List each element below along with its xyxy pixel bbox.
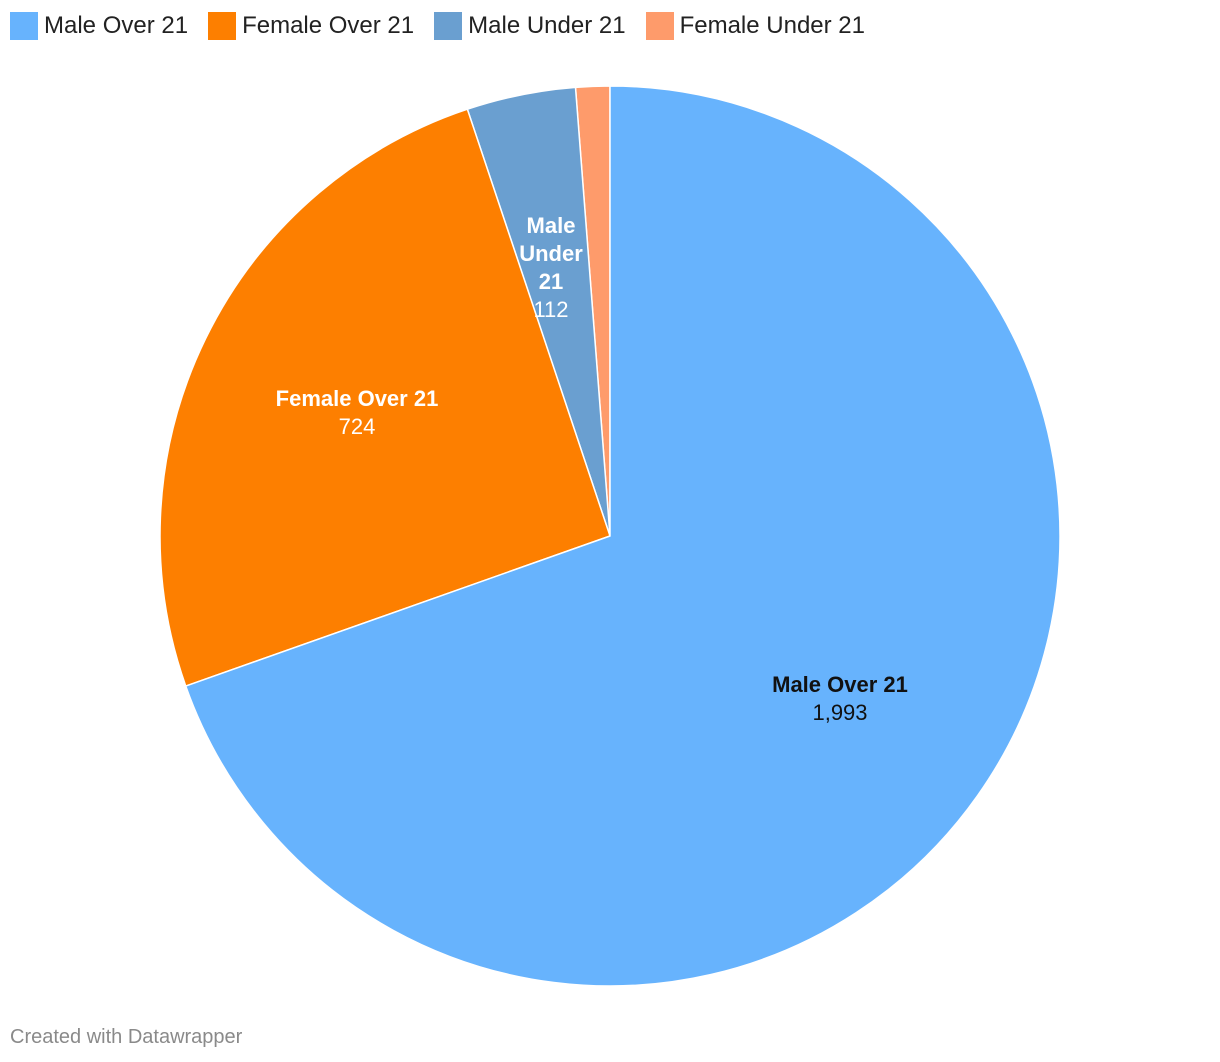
legend-label-male-over-21: Male Over 21	[44, 12, 189, 39]
legend-swatch-male-under-21	[434, 12, 463, 40]
slice-label-male-under-21: Male Under 21 112	[519, 213, 583, 322]
credit-line: Created with Datawrapper	[10, 1026, 243, 1048]
legend-label-female-over-21: Female Over 21	[242, 12, 415, 39]
legend-swatch-male-over-21	[10, 12, 38, 40]
chart-legend: Male Over 21 Female Over 21 Male Under 2…	[10, 12, 865, 40]
slice-label-name-male-under-21-line-3: 21	[539, 269, 563, 294]
slice-label-name-male-under-21-line-1: Male	[527, 213, 576, 238]
slice-value-female-over-21: 724	[339, 414, 376, 439]
legend-item-female-over-21: Female Over 21	[208, 12, 414, 40]
legend-item-male-under-21: Male Under 21	[434, 12, 626, 40]
legend-item-male-over-21: Male Over 21	[10, 12, 188, 40]
slice-label-name-male-under-21-line-2: Under	[519, 241, 583, 266]
legend-label-male-under-21: Male Under 21	[468, 12, 626, 39]
legend-swatch-female-over-21	[208, 12, 237, 40]
slice-value-male-under-21: 112	[533, 297, 568, 322]
slice-label-name-male-over-21-line-1: Male Over 21	[772, 672, 908, 697]
slice-label-female-over-21: Female Over 21 724	[276, 386, 439, 439]
slice-value-male-over-21: 1,993	[812, 700, 867, 725]
pie-slice-male-over-21	[184, 85, 1061, 987]
legend-item-female-under-21: Female Under 21	[645, 12, 865, 40]
slice-label-name-female-over-21-line-1: Female Over 21	[276, 386, 439, 411]
legend-swatch-female-under-21	[645, 12, 674, 40]
slice-label-male-over-21: Male Over 21 1,993	[772, 672, 908, 725]
pie-slice-female-over-21	[159, 108, 611, 688]
legend-label-female-under-21: Female Under 21	[679, 12, 865, 39]
